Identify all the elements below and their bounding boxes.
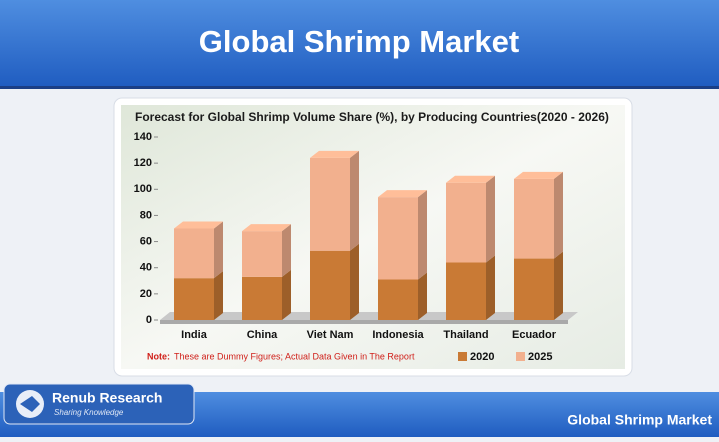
header-band [0,0,719,88]
y-tick-label: 80 [140,209,152,221]
bar-top [242,224,291,232]
bar-side [486,175,495,263]
bar-side [282,269,291,320]
note-label: Note: [147,351,170,361]
x-tick-label: India [181,329,208,341]
bar [310,157,350,251]
bar-side [418,272,427,320]
bar-side [486,255,495,320]
bar [378,279,418,320]
x-tick-label: Ecuador [512,329,557,341]
bar-top [514,171,563,179]
y-tick-label: 100 [134,183,152,195]
legend-label: 2020 [470,351,494,363]
note-text: These are Dummy Figures; Actual Data Giv… [174,351,415,361]
y-tick-label: 140 [134,131,152,143]
bar [174,228,214,279]
legend-swatch [458,352,467,361]
footer-text: Global Shrimp Market [567,412,712,428]
bar [514,178,554,259]
bar [242,231,282,277]
bar-side [214,271,223,320]
chart-title: Forecast for Global Shrimp Volume Share … [135,110,609,124]
bar [242,276,282,320]
bar-top [446,175,495,183]
y-tick-label: 20 [140,288,152,300]
bar-side [554,171,563,259]
y-tick-label: 120 [134,157,152,169]
bar-top [310,150,359,158]
logo-box [3,383,195,425]
legend-label: 2025 [528,351,552,363]
logo-brand: Renub Research [52,390,162,406]
logo-tagline: Sharing Knowledge [54,408,124,417]
header-title: Global Shrimp Market [199,24,519,59]
bar [446,182,486,263]
x-tick-label: Indonesia [372,329,424,341]
bar-side [214,221,223,279]
bar [378,197,418,280]
logo-mark [20,396,40,412]
x-tick-label: China [247,329,278,341]
bar [446,262,486,320]
bar-side [350,243,359,320]
bar-side [418,190,427,280]
header-rule [0,86,719,89]
bar [514,258,554,320]
bar-side [350,150,359,251]
chart-floor-edge [160,320,568,324]
y-tick-label: 0 [146,314,152,326]
bar-top [174,221,223,229]
bar-top [378,190,427,198]
legend-swatch [516,352,525,361]
y-tick-label: 40 [140,262,152,274]
bar-side [282,224,291,277]
bar-side [554,251,563,320]
bar [310,250,350,320]
x-tick-label: Thailand [443,329,488,341]
bar [174,278,214,320]
y-tick-label: 60 [140,235,152,247]
x-tick-label: Viet Nam [307,329,354,341]
